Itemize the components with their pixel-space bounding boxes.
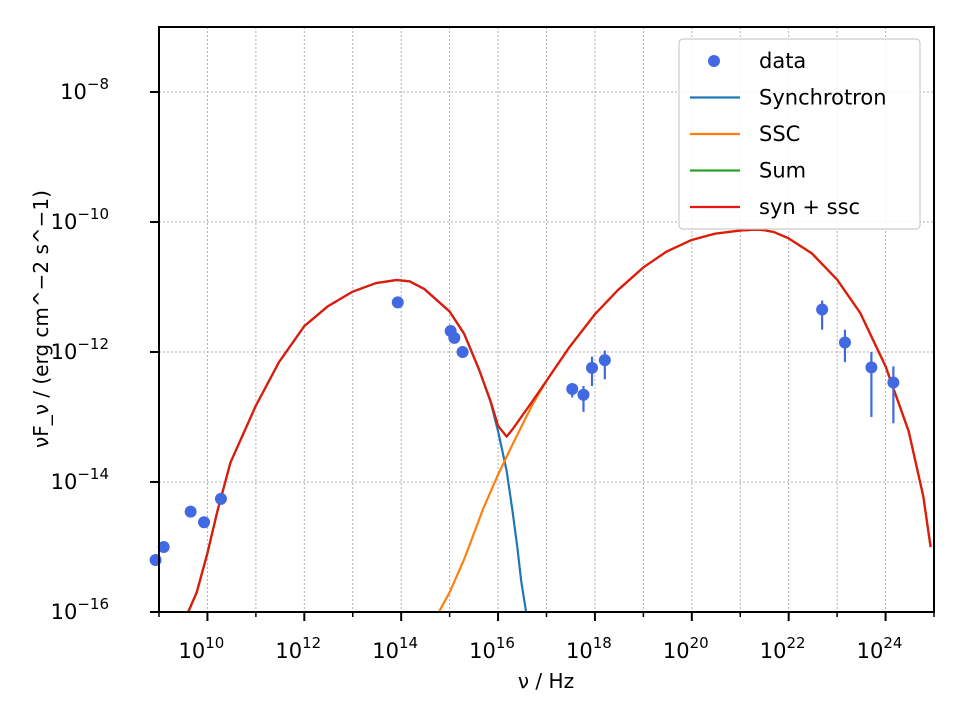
- series-line-syn-ssc: [187, 228, 932, 612]
- y-tick-label: 10−12: [51, 335, 109, 364]
- data-point: [391, 296, 404, 309]
- legend-label: SSC: [759, 122, 800, 146]
- data-point: [838, 336, 851, 349]
- legend-label: Synchrotron: [759, 86, 887, 110]
- x-tick-label: 1010: [179, 634, 225, 663]
- data-point: [184, 505, 197, 518]
- data-points: [149, 296, 900, 567]
- model-curves: [187, 228, 932, 612]
- x-tick-label: 1024: [857, 634, 903, 663]
- data-point: [456, 346, 469, 358]
- x-axis-title: ν / Hz: [518, 669, 574, 693]
- data-point: [566, 382, 579, 395]
- x-tick-label: 1022: [760, 634, 806, 663]
- x-tick-label: 1020: [663, 634, 709, 663]
- y-tick-label: 10−14: [51, 465, 109, 494]
- data-point: [598, 354, 611, 367]
- legend-label: syn + ssc: [759, 195, 860, 219]
- legend: data Synchrotron SSC Sum syn + ssc: [678, 38, 921, 230]
- y-axis-title: νF_ν / (erg cm^−2 s^−1): [29, 190, 53, 448]
- data-point: [214, 492, 227, 505]
- x-tick-label: 1012: [275, 634, 321, 663]
- y-tick-label: 10−16: [51, 595, 109, 624]
- data-point: [198, 516, 211, 529]
- x-tick-label: 1018: [566, 634, 612, 663]
- data-point: [577, 388, 590, 401]
- data-point: [887, 376, 900, 389]
- data-point: [586, 361, 599, 374]
- legend-label: Sum: [759, 159, 806, 183]
- data-point: [448, 331, 461, 344]
- x-tick-label: 1016: [469, 634, 515, 663]
- y-tick-label: 10−8: [60, 75, 109, 104]
- legend-label: data: [759, 49, 806, 73]
- data-point: [865, 361, 878, 374]
- data-point: [157, 541, 170, 553]
- x-tick-label: 1014: [372, 634, 418, 663]
- legend-marker: [708, 55, 720, 67]
- legend-box: [678, 38, 921, 230]
- data-point: [816, 303, 829, 316]
- y-tick-label: 10−10: [51, 205, 109, 234]
